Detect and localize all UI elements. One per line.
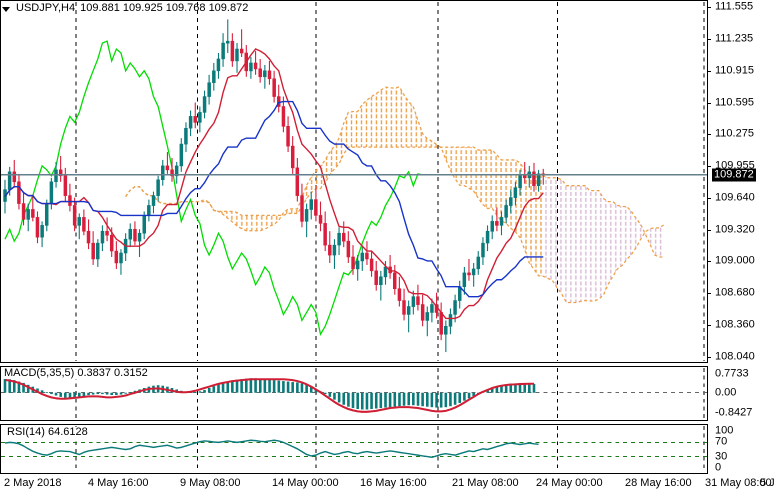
- price-axis-label: 108.040: [715, 350, 755, 363]
- price-axis-tick: [707, 7, 711, 8]
- price-axis-tick: [707, 293, 711, 295]
- time-axis-label: 21 May 08:00: [452, 477, 519, 489]
- price-axis-tick: [707, 102, 711, 104]
- price-axis: 111.555 111.235 110.915 110.595 110.275 109.9…: [707, 0, 775, 363]
- time-axis-label: 28 May 16:00: [625, 477, 692, 489]
- price-axis-label: 109.320: [715, 223, 755, 236]
- time-axis-label: 9 May 08:00: [180, 477, 241, 489]
- time-axis-label: 16 May 16:00: [360, 477, 427, 489]
- price-axis-tick: [707, 325, 711, 327]
- price-axis-tick: [707, 166, 711, 168]
- price-chart-panel[interactable]: [0, 0, 708, 363]
- price-plot: [1, 1, 707, 362]
- macd-axis-label: -0.8427: [715, 406, 753, 419]
- price-axis-label: 109.640: [715, 191, 755, 204]
- symbol-timeframe-label: USDJPY,H4: [16, 1, 76, 14]
- price-axis-label: 108.360: [715, 318, 755, 331]
- chart-data-window: USDJPY,H4 109.881 109.925 109.768 109.87…: [2, 1, 248, 15]
- price-axis-label: 110.915: [715, 64, 754, 77]
- price-axis-label: 108.680: [715, 286, 755, 299]
- time-axis-label: 24 May 00:00: [536, 477, 603, 489]
- price-axis-tick: [707, 134, 711, 136]
- macd-axis-label: 0.7733: [715, 367, 749, 380]
- macd-indicator-label[interactable]: MACD(5,35,5) 0.3837 0.3152: [3, 367, 149, 379]
- chevron-down-icon[interactable]: [2, 6, 10, 12]
- time-axis-label: 4 May 16:00: [88, 477, 149, 489]
- rsi-indicator-label[interactable]: RSI(14) 64.6128: [6, 426, 89, 438]
- price-axis-label: 110.595: [715, 96, 754, 109]
- rsi-axis: 100 70 30 0: [707, 424, 775, 474]
- time-axis-label: 2 May 2018: [4, 477, 62, 489]
- price-axis-tick: [707, 357, 711, 358]
- macd-axis: 0.7733 0.00 -0.8427: [707, 366, 775, 421]
- price-axis-label: 109.000: [715, 254, 755, 267]
- rsi-axis-label: 0: [715, 461, 722, 474]
- current-price-tag: 109.872: [712, 168, 756, 182]
- macd-axis-label: 0.00: [715, 386, 737, 399]
- price-axis-tick: [707, 38, 711, 40]
- macd-panel[interactable]: [0, 366, 708, 421]
- price-axis-label: 111.555: [715, 0, 754, 13]
- rsi-panel[interactable]: [0, 424, 708, 474]
- macd-plot: [1, 367, 707, 420]
- time-axis-label: 14 May 00:00: [272, 477, 339, 489]
- price-axis-label: 111.235: [715, 32, 754, 45]
- price-axis-label: 110.275: [715, 127, 754, 140]
- time-axis: 2 May 2018 4 May 16:00 9 May 08:00 14 May 0…: [0, 476, 775, 494]
- time-axis-label: 5 Jun 00:00: [760, 477, 775, 489]
- price-axis-tick: [707, 229, 711, 231]
- rsi-axis-label: 70: [715, 435, 728, 448]
- price-axis-tick: [707, 197, 711, 199]
- rsi-plot: [1, 425, 707, 473]
- ohlc-values-label: 109.881 109.925 109.768 109.872: [80, 1, 249, 14]
- price-axis-tick: [707, 261, 711, 263]
- price-axis-tick: [707, 70, 711, 72]
- price-axis-label: 109.955: [715, 159, 755, 172]
- time-axis-label: 31 May 08:00: [705, 477, 772, 489]
- rsi-axis-label: 100: [715, 424, 734, 437]
- rsi-axis-label: 30: [715, 450, 728, 463]
